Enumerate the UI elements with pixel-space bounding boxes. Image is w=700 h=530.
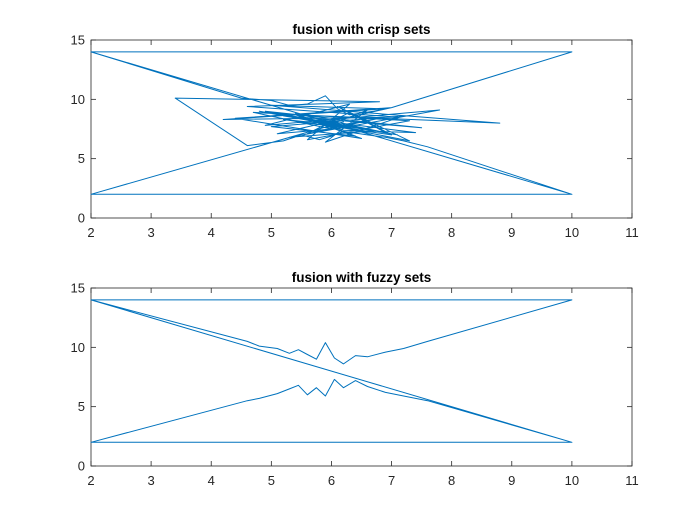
x-tick-label: 7 bbox=[388, 473, 395, 488]
x-tick-label: 7 bbox=[388, 225, 395, 240]
x-tick-label: 3 bbox=[147, 225, 154, 240]
x-tick-label: 4 bbox=[208, 473, 215, 488]
x-tick-label: 10 bbox=[565, 225, 579, 240]
x-tick-label: 4 bbox=[208, 225, 215, 240]
x-tick-label: 11 bbox=[625, 225, 639, 240]
x-tick-label: 6 bbox=[328, 225, 335, 240]
y-tick-label: 0 bbox=[78, 459, 85, 474]
chart-title: fusion with fuzzy sets bbox=[292, 270, 432, 285]
y-tick-label: 0 bbox=[78, 211, 85, 226]
x-tick-label: 3 bbox=[147, 473, 154, 488]
x-tick-label: 8 bbox=[448, 225, 455, 240]
y-tick-label: 15 bbox=[71, 281, 85, 296]
x-tick-label: 2 bbox=[87, 225, 94, 240]
y-tick-label: 10 bbox=[71, 340, 85, 355]
x-tick-label: 6 bbox=[328, 473, 335, 488]
x-tick-label: 11 bbox=[625, 473, 639, 488]
series-line bbox=[90, 299, 573, 443]
y-tick-label: 5 bbox=[78, 151, 85, 166]
y-tick-label: 5 bbox=[78, 399, 85, 414]
x-tick-label: 2 bbox=[87, 473, 94, 488]
x-tick-label: 8 bbox=[448, 473, 455, 488]
series-line bbox=[90, 51, 573, 195]
axes-box bbox=[90, 287, 633, 467]
y-tick-label: 10 bbox=[71, 92, 85, 107]
plot-crisp-sets: 2 3 4 5 6 7 8 9 10 11 0 5 10 15 fusion with crisp sets bbox=[71, 22, 639, 240]
plot-fuzzy-sets: 2 3 4 5 6 7 8 9 10 11 0 5 10 15 fusion with fuzzy sets bbox=[71, 270, 639, 488]
y-tick-label: 15 bbox=[71, 33, 85, 48]
chart-title: fusion with crisp sets bbox=[292, 22, 430, 37]
x-tick-label: 5 bbox=[268, 225, 275, 240]
x-tick-label: 5 bbox=[268, 473, 275, 488]
x-tick-label: 10 bbox=[565, 473, 579, 488]
x-tick-label: 9 bbox=[508, 473, 515, 488]
x-tick-label: 9 bbox=[508, 225, 515, 240]
